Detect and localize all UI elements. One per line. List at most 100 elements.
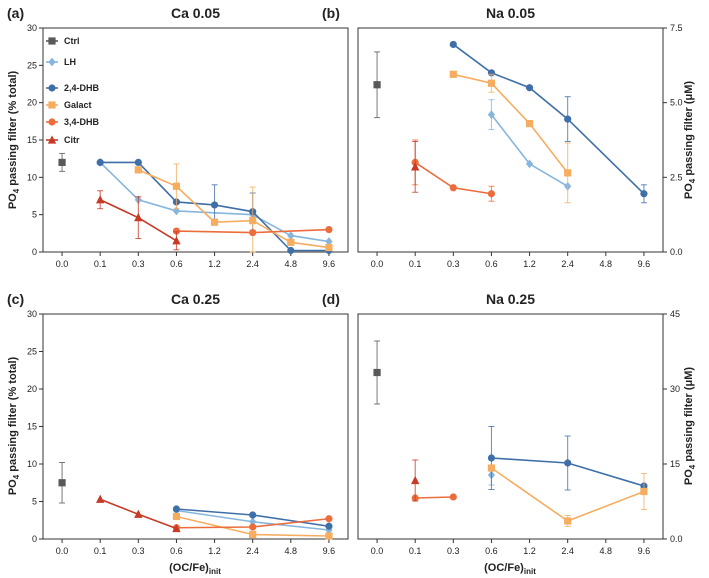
data-point [487, 110, 496, 120]
y-tick-label: 15 [27, 135, 37, 145]
data-point [172, 512, 181, 521]
legend-item: Ctrl [46, 36, 80, 46]
legend-label: Ctrl [64, 36, 80, 46]
x-tick-label: 0.6 [170, 259, 183, 269]
data-point [525, 84, 534, 92]
data-point [249, 530, 257, 539]
y-tick-label: 5 [32, 210, 37, 220]
series-3-4-dhb [172, 226, 333, 237]
data-point [564, 459, 572, 467]
data-point [287, 238, 295, 246]
data-point [172, 236, 181, 245]
x-tick-label: 9.6 [638, 259, 651, 269]
data-point [640, 487, 648, 496]
y-tick-label: 15 [27, 422, 37, 432]
panel-title: Na 0.25 [486, 291, 535, 307]
panel-a: 0.0 0.1 0.3 0.6 1.2 2.4 4.8 9.6 0 5 10 15 20 25 30(a) C… [7, 5, 349, 269]
data-point [640, 190, 648, 198]
panel-label: (b) [322, 5, 340, 21]
series-citr [410, 459, 420, 502]
data-point [525, 119, 534, 128]
x-tick-label: 0.1 [409, 546, 422, 556]
x-tick-label: 4.8 [285, 259, 298, 269]
series-citr [95, 190, 181, 251]
series-2-4-dhb [449, 40, 648, 204]
x-tick-label: 9.6 [323, 546, 336, 556]
data-point [172, 523, 181, 533]
series-line [137, 169, 330, 249]
data-point [249, 217, 257, 225]
x-tick-label: 9.6 [323, 259, 336, 269]
legend-label: Citr [64, 135, 80, 145]
data-point [134, 166, 142, 174]
y-tick-label: 45 [670, 309, 680, 319]
panel-label: (c) [7, 291, 24, 307]
legend-marker [48, 84, 56, 92]
data-point [172, 505, 181, 513]
panel-title: Na 0.05 [486, 5, 535, 21]
x-tick-label: 0.0 [56, 546, 69, 556]
x-tick-label: 2.4 [246, 259, 259, 269]
data-point [58, 479, 66, 487]
y-tick-label: 7.5 [670, 23, 683, 33]
data-point [96, 158, 104, 166]
data-point [449, 493, 457, 501]
data-point [325, 243, 333, 252]
x-axis-title-left: (OC/Fe)init [169, 562, 221, 576]
series-citr [95, 494, 181, 533]
x-tick-label: 0.3 [132, 259, 145, 269]
panel-title: Ca 0.05 [171, 5, 220, 21]
legend-label: Galact [64, 100, 92, 110]
legend-label: 2,4-DHB [64, 83, 100, 93]
data-point [325, 522, 333, 530]
y-tick-label: 30 [670, 384, 680, 394]
y-tick-label: 30 [27, 309, 37, 319]
data-point [287, 246, 295, 255]
legend-marker [48, 118, 56, 126]
data-point [373, 368, 381, 377]
y-axis-title-bottom-right: PO4 passing filter (μM) [683, 367, 697, 486]
series-citr [410, 140, 420, 193]
x-axis-title-right: (OC/Fe)init [484, 562, 536, 576]
data-point [487, 464, 496, 472]
x-tick-label: 0.6 [485, 546, 498, 556]
legend-label: 3,4-DHB [64, 117, 100, 127]
series-lh [487, 99, 572, 191]
plot-frame [42, 313, 349, 540]
x-tick-label: 0.0 [56, 259, 69, 269]
legend-marker [47, 135, 57, 144]
series-galact [487, 464, 648, 527]
x-tick-label: 0.0 [371, 259, 384, 269]
y-tick-label: 2.5 [670, 172, 683, 182]
data-point [410, 162, 420, 171]
series-line [452, 43, 645, 195]
panel-label: (a) [7, 5, 24, 21]
legend-item: 2,4-DHB [46, 83, 100, 93]
data-point [325, 226, 333, 234]
data-point [325, 237, 333, 246]
y-axis-title-bottom-left: PO4 passing filter (% total) [7, 357, 21, 496]
data-point [134, 158, 142, 166]
x-tick-label: 0.0 [371, 546, 384, 556]
x-tick-label: 1.2 [523, 546, 536, 556]
series-2-4-dhb [96, 158, 333, 255]
x-tick-label: 1.2 [523, 259, 536, 269]
data-point [134, 213, 143, 222]
y-tick-label: 25 [27, 60, 37, 70]
data-point [210, 218, 219, 226]
data-point [564, 115, 572, 123]
data-point [95, 195, 105, 204]
legend-item: LH [46, 57, 76, 67]
data-point [249, 228, 257, 237]
legend-item: Galact [46, 100, 92, 110]
series-ctrl [58, 462, 66, 504]
x-tick-label: 2.4 [246, 546, 259, 556]
series-ctrl [58, 152, 66, 172]
x-tick-label: 0.1 [409, 259, 422, 269]
data-point [287, 231, 295, 240]
series-2-4-dhb [172, 505, 333, 530]
x-tick-label: 0.6 [485, 259, 498, 269]
y-tick-label: 10 [27, 172, 37, 182]
x-tick-label: 2.4 [561, 259, 574, 269]
